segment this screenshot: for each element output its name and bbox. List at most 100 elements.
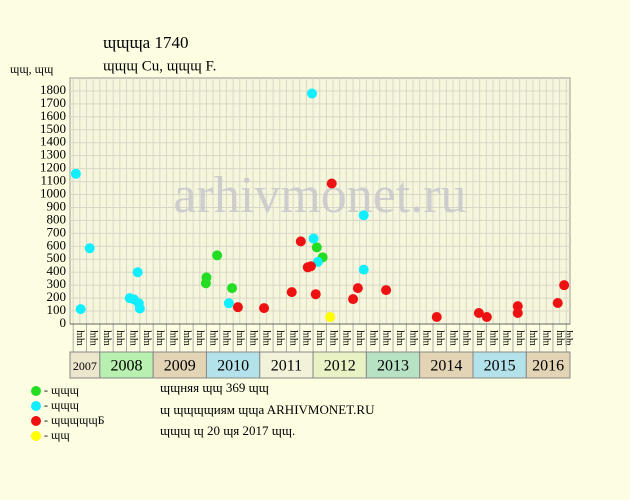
y-tick-label: 1400 <box>40 134 66 149</box>
legend-marker <box>31 431 41 441</box>
note: ɰɰɰ ɰ 20 ɰя 2017 ɰɰ. <box>160 423 295 438</box>
x-tick-label: ɰɰ <box>301 330 312 346</box>
legend-label: - ɰɰ <box>44 428 70 442</box>
data-point <box>381 285 392 296</box>
y-tick-label: 1200 <box>40 160 66 175</box>
x-tick-label: ɰɰ <box>234 330 245 346</box>
y-tick-label: 200 <box>47 289 67 304</box>
x-tick-label: ɰɰ <box>167 330 178 346</box>
data-point <box>308 233 319 244</box>
legend-label: - ɰɰɰ <box>44 383 80 397</box>
data-point <box>84 243 95 254</box>
x-tick-label: ɰɰ <box>221 330 232 346</box>
x-tick-label: ɰɰ <box>501 330 512 346</box>
y-tick-label: 1500 <box>40 121 66 136</box>
y-tick-label: 600 <box>47 237 67 252</box>
y-tick-label: 0 <box>60 315 67 330</box>
year-band <box>472 351 527 379</box>
legend-label: - ɰɰɰ <box>44 398 80 412</box>
x-tick-label: ɰɰ <box>407 330 418 346</box>
x-tick-label: ɰɰ <box>327 330 338 346</box>
data-point <box>512 307 523 318</box>
y-tick-label: 1700 <box>40 95 66 110</box>
x-tick-label: ɰɰ <box>554 330 565 346</box>
data-point <box>326 178 337 189</box>
year-label: 2012 <box>324 358 356 375</box>
data-point <box>358 210 369 221</box>
x-tick-label: ɰɰ <box>261 330 272 346</box>
data-point <box>212 250 223 261</box>
data-point <box>305 261 316 272</box>
x-tick-label: ɰɰ <box>154 330 165 346</box>
y-tick-label: 800 <box>47 211 67 226</box>
data-point <box>70 168 81 179</box>
x-tick-label: ɰɰ <box>474 330 485 346</box>
year-band <box>525 351 571 379</box>
data-point <box>552 298 563 309</box>
data-point <box>352 283 363 294</box>
x-tick-label: ɰɰ <box>514 330 525 346</box>
x-tick-label: ɰɰ <box>434 330 445 346</box>
y-tick-label: 1300 <box>40 147 66 162</box>
data-point <box>286 287 297 298</box>
data-point <box>481 312 492 323</box>
data-point <box>134 303 145 314</box>
data-point <box>75 304 86 315</box>
data-point <box>431 312 442 323</box>
x-tick-label: ɰɰ <box>74 330 85 346</box>
y-tick-label: 1100 <box>40 173 66 188</box>
x-tick-label: ɰɰ <box>207 330 218 346</box>
x-tick-label: ɰɰ <box>141 330 152 346</box>
year-band <box>365 351 421 379</box>
data-point <box>227 283 238 294</box>
x-tick-label: ɰɰ <box>487 330 498 346</box>
note: ɰɰняя ɰɰ 369 ɰɰ <box>160 380 269 395</box>
data-point <box>311 242 322 253</box>
x-tick-label: ɰɰ <box>541 330 552 346</box>
x-tick-label: ɰɰ <box>101 330 112 346</box>
year-label: 2011 <box>271 358 302 375</box>
year-band <box>419 351 474 379</box>
year-label: 2009 <box>164 358 196 375</box>
year-label: 2013 <box>377 358 409 375</box>
y-tick-label: 100 <box>47 302 67 317</box>
x-tick-label: ɰɰ <box>127 330 138 346</box>
year-label: 2007 <box>73 359 97 373</box>
y-tick-label: 700 <box>47 224 67 239</box>
y-tick-label: 1600 <box>40 108 66 123</box>
x-tick-label: ɰɰ <box>181 330 192 346</box>
x-tick-label: ɰɰ <box>274 330 285 346</box>
year-label: 2014 <box>430 358 462 375</box>
data-point <box>559 280 570 291</box>
x-tick-label: ɰɰ <box>247 330 258 346</box>
year-band <box>312 351 367 379</box>
year-band <box>69 351 101 379</box>
x-tick-label: ɰɰ <box>562 330 573 346</box>
year-label: 2010 <box>217 358 249 375</box>
y-tick-label: 300 <box>47 276 67 291</box>
y-tick-label: 500 <box>47 250 67 265</box>
y-tick-label: 900 <box>47 198 67 213</box>
x-tick-label: ɰɰ <box>314 330 325 346</box>
x-tick-label: ɰɰ <box>447 330 458 346</box>
legend-marker <box>31 386 41 396</box>
data-point <box>307 88 318 99</box>
x-tick-label: ɰɰ <box>421 330 432 346</box>
x-tick-label: ɰɰ <box>287 330 298 346</box>
year-label: 2015 <box>484 358 516 375</box>
chart-subtitle: ɰɰɰ Cu, ɰɰɰ F. <box>103 58 216 74</box>
watermark: arhivmonet.ru <box>173 167 466 224</box>
y-tick-label: 1000 <box>40 186 66 201</box>
x-tick-label: ɰɰ <box>341 330 352 346</box>
data-point <box>223 298 234 309</box>
year-band <box>99 351 154 379</box>
data-point <box>348 294 359 305</box>
year-label: 2008 <box>111 358 143 375</box>
legend-marker <box>31 401 41 411</box>
data-point <box>201 272 212 283</box>
y-tick-label: 1800 <box>40 82 66 97</box>
note: ɰ ɰɰɰɰиям ɰɰa ARHIVMONET.RU <box>160 402 375 417</box>
x-tick-label: ɰɰ <box>367 330 378 346</box>
x-tick-label: ɰɰ <box>87 330 98 346</box>
